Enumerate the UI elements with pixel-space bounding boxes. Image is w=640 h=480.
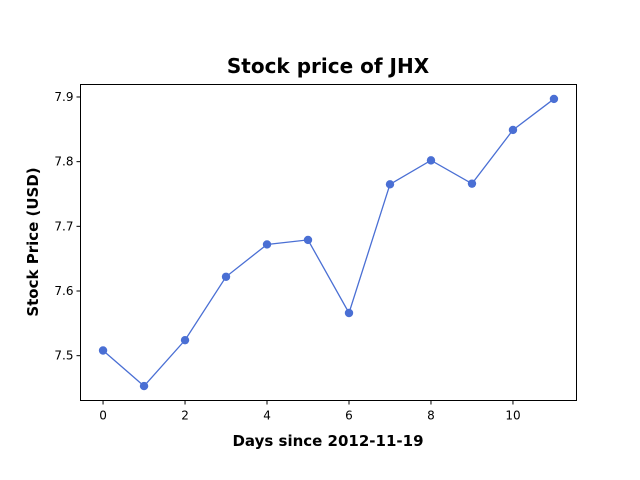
series-line xyxy=(102,98,555,387)
data-point xyxy=(262,240,272,249)
y-tick-label: 7.5 xyxy=(54,349,73,363)
data-point xyxy=(221,272,231,281)
y-tick-label: 7.9 xyxy=(54,90,73,104)
x-axis-label: Days since 2012-11-19 xyxy=(232,432,423,450)
data-point xyxy=(385,180,395,189)
y-tick-label: 7.6 xyxy=(54,284,73,298)
data-point xyxy=(344,308,354,318)
y-axis: 7.5 7.6 7.7 7.8 7.9 xyxy=(54,90,81,363)
data-point xyxy=(426,156,436,165)
series-group xyxy=(98,94,559,391)
x-tick-label: 10 xyxy=(505,409,520,423)
y-axis-label: Stock Price (USD) xyxy=(24,167,42,316)
x-tick-label: 8 xyxy=(427,409,435,423)
x-axis: 0 2 4 6 8 10 xyxy=(99,400,521,423)
chart-title: Stock price of JHX xyxy=(227,54,430,78)
data-point xyxy=(303,235,313,245)
y-tick-label: 7.7 xyxy=(54,219,73,233)
data-point xyxy=(180,335,190,345)
y-tick-label: 7.8 xyxy=(54,155,73,169)
data-point xyxy=(139,381,149,391)
data-point xyxy=(467,179,477,188)
x-tick-label: 6 xyxy=(345,409,353,423)
data-point xyxy=(98,346,108,355)
data-point xyxy=(508,125,518,135)
x-tick-label: 4 xyxy=(263,409,271,423)
x-tick-label: 0 xyxy=(99,409,107,423)
plot-frame xyxy=(80,84,577,401)
data-point xyxy=(549,94,559,104)
x-tick-label: 2 xyxy=(181,409,189,423)
